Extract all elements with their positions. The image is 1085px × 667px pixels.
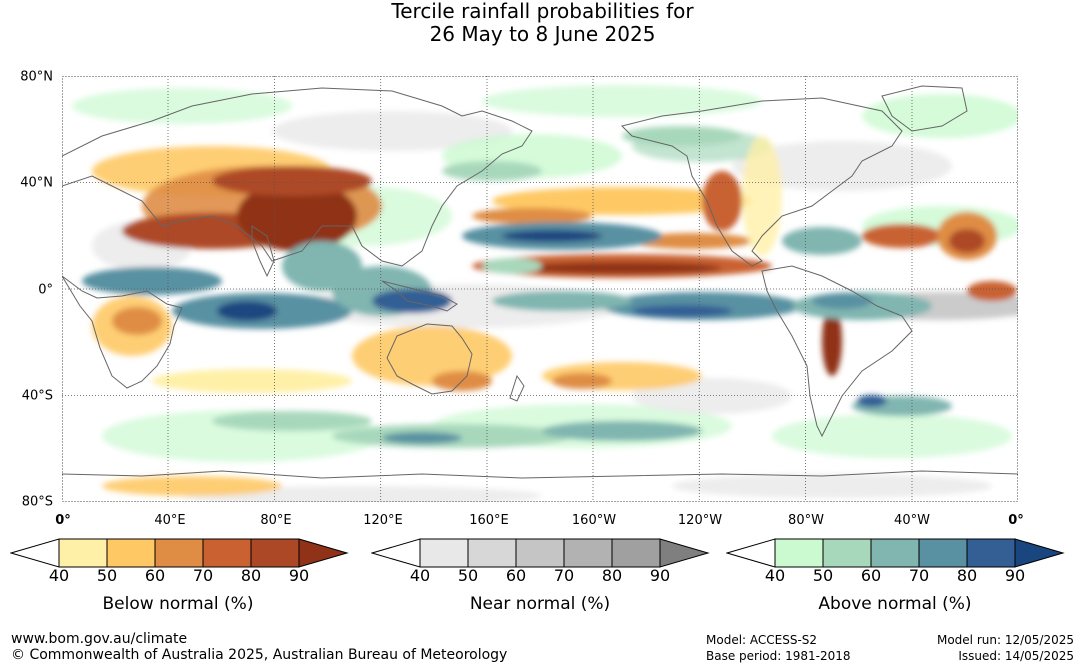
legend-near-normal-max-arrow <box>659 538 710 568</box>
legend-below-normal-title: Below normal (%) <box>102 594 254 614</box>
legend-above-normal <box>726 538 1065 568</box>
legend-above-normal-max-arrow <box>1014 538 1065 568</box>
legend-near-normal-tick: 50 <box>457 566 479 585</box>
rainfall-probability-map <box>62 76 1018 502</box>
legend-above-normal-tick: 60 <box>860 566 882 585</box>
legend-near-normal-tick: 90 <box>649 566 671 585</box>
lat-label-40s: 40°S <box>21 388 53 404</box>
map-gridlines <box>62 76 1018 502</box>
map-title-line2: 26 May to 8 June 2025 <box>429 22 656 46</box>
footer-website: www.bom.gov.au/climate <box>11 631 188 647</box>
legend-below-normal-tick: 40 <box>48 566 70 585</box>
footer-base-period: Base period: 1981-2018 <box>706 649 851 663</box>
legend-below-normal-tick: 80 <box>240 566 262 585</box>
legend-above-normal-tick: 50 <box>812 566 834 585</box>
legend-below-normal-swatch <box>154 538 204 568</box>
legend-above-normal-swatch <box>966 538 1016 568</box>
legend-below-normal-tick: 60 <box>144 566 166 585</box>
lat-label-80n: 80°N <box>20 69 53 85</box>
legend-near-normal-swatch <box>515 538 565 568</box>
legend-near-normal-tick: 80 <box>601 566 623 585</box>
footer-model-run: Model run: 12/05/2025 <box>936 633 1074 647</box>
legend-above-normal-swatch <box>870 538 920 568</box>
legend-below-normal <box>10 538 349 568</box>
footer-model: Model: ACCESS-S2 <box>706 633 818 647</box>
lon-label-160e: 160°E <box>469 513 509 528</box>
legend-near-normal-tick: 70 <box>553 566 575 585</box>
legend-above-normal-swatch <box>774 538 824 568</box>
legend-near-normal-title: Near normal (%) <box>469 594 611 614</box>
legend-near-normal-tick: 40 <box>409 566 431 585</box>
legend-below-normal-swatch <box>58 538 108 568</box>
map-title: Tercile rainfall probabilities for 26 Ma… <box>0 0 1085 46</box>
lon-label-40e: 40°E <box>154 513 186 528</box>
coastlines <box>62 85 1018 479</box>
legend-below-normal-swatch <box>202 538 252 568</box>
legend-below-normal-tick: 90 <box>288 566 310 585</box>
map-border <box>62 76 1018 502</box>
legend-near-normal-min-arrow <box>371 538 421 568</box>
legend-near-normal-swatch <box>611 538 661 568</box>
legend-above-normal-min-arrow <box>726 538 776 568</box>
legend-below-normal-tick: 50 <box>96 566 118 585</box>
legend-above-normal-tick: 90 <box>1004 566 1026 585</box>
lon-label-120w: 120°W <box>677 513 723 528</box>
footer-issued: Issued: 14/05/2025 <box>958 649 1074 663</box>
legend-near-normal-swatch <box>563 538 613 568</box>
legend-near-normal-swatch <box>467 538 517 568</box>
legend-below-normal-swatch <box>250 538 300 568</box>
lon-label-80w: 80°W <box>788 513 824 528</box>
legend-below-normal-max-arrow <box>298 538 349 568</box>
footer-copyright: © Commonwealth of Australia 2025, Austra… <box>11 647 508 663</box>
lon-label-0-right: 0° <box>1008 513 1024 528</box>
lon-label-80e: 80°E <box>260 513 292 528</box>
lat-label-0: 0° <box>38 282 53 298</box>
legend-above-normal-tick: 70 <box>908 566 930 585</box>
legend-above-normal-tick: 40 <box>764 566 786 585</box>
lat-label-80s: 80°S <box>21 494 53 510</box>
lon-label-40w: 40°W <box>894 513 930 528</box>
legend-near-normal <box>371 538 710 568</box>
legend-above-normal-title: Above normal (%) <box>818 594 972 614</box>
legend-above-normal-swatch <box>822 538 872 568</box>
legend-near-normal-tick: 60 <box>505 566 527 585</box>
legend-above-normal-tick: 80 <box>956 566 978 585</box>
legend-below-normal-swatch <box>106 538 156 568</box>
legend-below-normal-tick: 70 <box>192 566 214 585</box>
legend-above-normal-swatch <box>918 538 968 568</box>
legend-near-normal-swatch <box>419 538 469 568</box>
legend-below-normal-min-arrow <box>10 538 60 568</box>
lon-label-120e: 120°E <box>363 513 403 528</box>
map-title-line1: Tercile rainfall probabilities for <box>391 0 694 23</box>
lat-label-40n: 40°N <box>20 175 53 191</box>
lon-label-0-left: 0° <box>55 513 71 528</box>
lon-label-160w: 160°W <box>571 513 617 528</box>
